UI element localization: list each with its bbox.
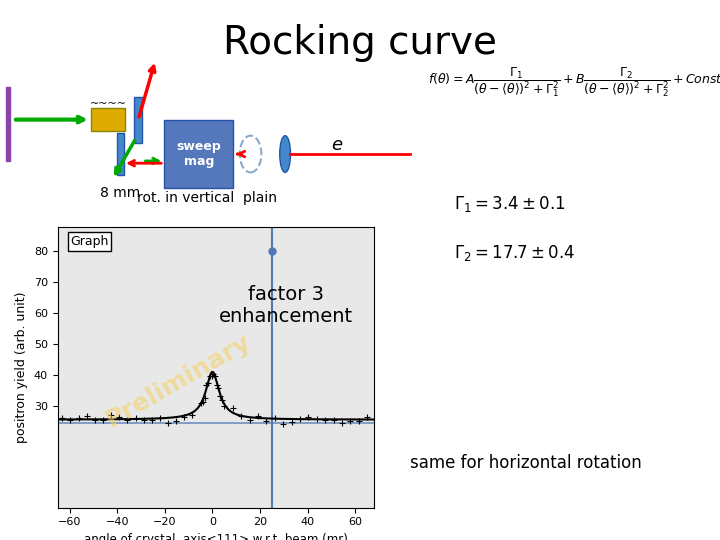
FancyBboxPatch shape — [134, 97, 142, 143]
FancyBboxPatch shape — [6, 87, 10, 161]
Text: $f(\theta) = A\dfrac{\Gamma_1}{(\theta-\langle\theta\rangle)^2+\Gamma_1^2} + B\d: $f(\theta) = A\dfrac{\Gamma_1}{(\theta-\… — [428, 65, 720, 98]
Text: $\Gamma_1 = 3.4 \pm 0.1$: $\Gamma_1 = 3.4 \pm 0.1$ — [454, 194, 565, 214]
Y-axis label: positron yield (arb. unit): positron yield (arb. unit) — [15, 292, 28, 443]
FancyBboxPatch shape — [117, 133, 125, 175]
FancyBboxPatch shape — [91, 108, 125, 131]
Text: $\Gamma_2 = 17.7 \pm 0.4$: $\Gamma_2 = 17.7 \pm 0.4$ — [454, 243, 575, 263]
Text: Preliminary: Preliminary — [102, 330, 255, 433]
Ellipse shape — [280, 136, 290, 172]
FancyBboxPatch shape — [164, 120, 233, 188]
Text: sweep
mag: sweep mag — [176, 140, 221, 168]
Text: Rocking curve: Rocking curve — [223, 24, 497, 62]
Text: rot. in vertical  plain: rot. in vertical plain — [138, 191, 277, 205]
Text: Graph: Graph — [71, 235, 109, 248]
X-axis label: angle of crystal  axis<111> w.r.t. beam (mr): angle of crystal axis<111> w.r.t. beam (… — [84, 533, 348, 540]
Text: factor 3
enhancement: factor 3 enhancement — [219, 285, 353, 326]
Text: e: e — [331, 136, 343, 154]
Text: same for horizontal rotation: same for horizontal rotation — [410, 454, 642, 471]
Text: 8 mm: 8 mm — [100, 186, 140, 200]
Text: ~~~~: ~~~~ — [89, 98, 127, 109]
